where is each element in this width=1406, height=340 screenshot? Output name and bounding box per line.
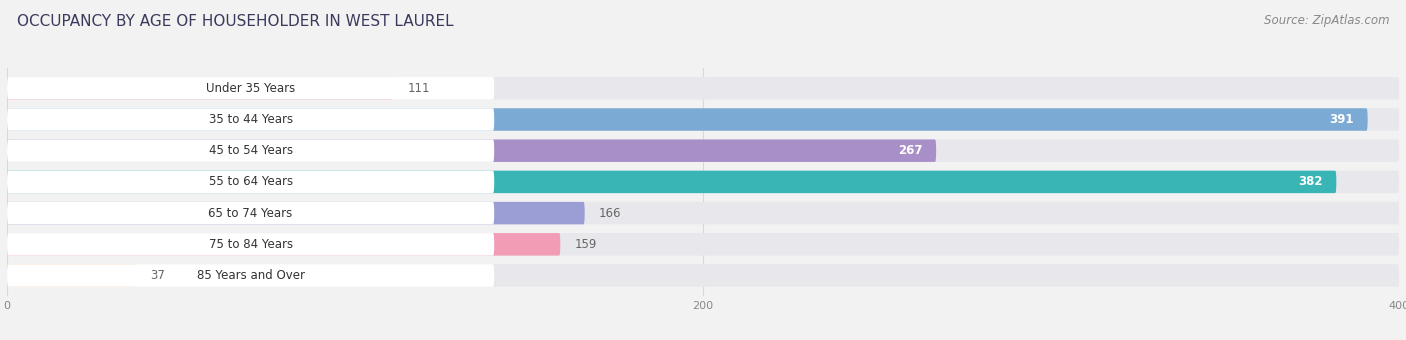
FancyBboxPatch shape	[7, 233, 1399, 256]
Text: 382: 382	[1298, 175, 1323, 188]
Text: OCCUPANCY BY AGE OF HOUSEHOLDER IN WEST LAUREL: OCCUPANCY BY AGE OF HOUSEHOLDER IN WEST …	[17, 14, 454, 29]
Text: 267: 267	[897, 144, 922, 157]
FancyBboxPatch shape	[7, 202, 1399, 224]
FancyBboxPatch shape	[7, 108, 1368, 131]
FancyBboxPatch shape	[7, 264, 495, 287]
FancyBboxPatch shape	[7, 171, 1336, 193]
Text: 65 to 74 Years: 65 to 74 Years	[208, 207, 292, 220]
Text: Under 35 Years: Under 35 Years	[207, 82, 295, 95]
Text: 75 to 84 Years: 75 to 84 Years	[208, 238, 292, 251]
FancyBboxPatch shape	[7, 77, 1399, 100]
Text: 37: 37	[149, 269, 165, 282]
FancyBboxPatch shape	[7, 233, 495, 256]
FancyBboxPatch shape	[7, 139, 936, 162]
Text: Source: ZipAtlas.com: Source: ZipAtlas.com	[1264, 14, 1389, 27]
FancyBboxPatch shape	[7, 139, 1399, 162]
Text: 45 to 54 Years: 45 to 54 Years	[208, 144, 292, 157]
Text: 391: 391	[1329, 113, 1354, 126]
FancyBboxPatch shape	[7, 233, 561, 256]
FancyBboxPatch shape	[7, 171, 1399, 193]
FancyBboxPatch shape	[7, 108, 1399, 131]
Text: 159: 159	[574, 238, 596, 251]
FancyBboxPatch shape	[7, 171, 495, 193]
FancyBboxPatch shape	[7, 108, 495, 131]
FancyBboxPatch shape	[7, 77, 495, 100]
FancyBboxPatch shape	[7, 264, 136, 287]
Text: 85 Years and Over: 85 Years and Over	[197, 269, 305, 282]
Text: 35 to 44 Years: 35 to 44 Years	[208, 113, 292, 126]
Text: 166: 166	[599, 207, 621, 220]
Text: 55 to 64 Years: 55 to 64 Years	[208, 175, 292, 188]
Text: 111: 111	[408, 82, 430, 95]
FancyBboxPatch shape	[7, 264, 1399, 287]
FancyBboxPatch shape	[7, 202, 495, 224]
FancyBboxPatch shape	[7, 139, 495, 162]
FancyBboxPatch shape	[7, 77, 394, 100]
FancyBboxPatch shape	[7, 202, 585, 224]
